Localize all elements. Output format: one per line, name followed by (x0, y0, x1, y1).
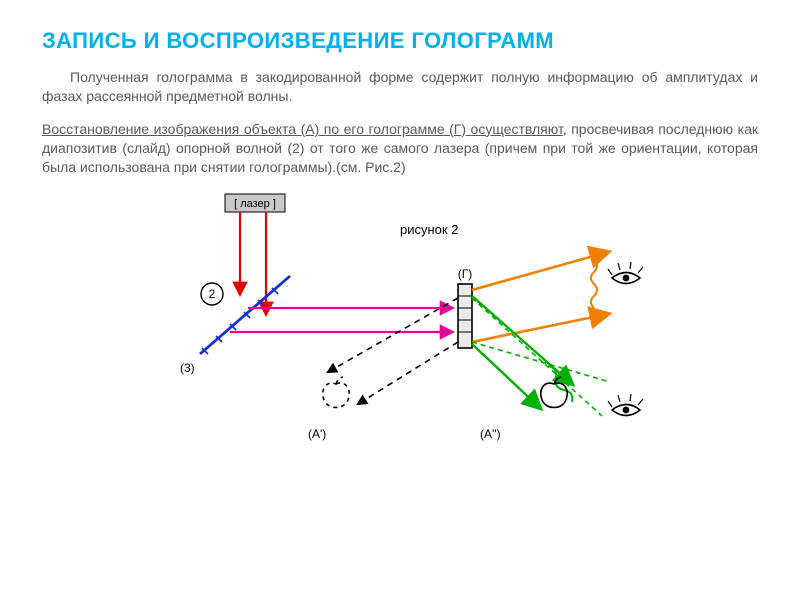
laser-box-label: [ лазер ] (234, 198, 276, 210)
eye-upper-icon (608, 262, 643, 284)
orange-wavefront (591, 260, 597, 308)
virtual-dash-top (328, 298, 458, 372)
virtual-dash-bot (358, 342, 458, 404)
ref-wave-label: 2 (209, 287, 216, 301)
diagram-caption: рисунок 2 (400, 222, 458, 237)
plate-label: (Г) (458, 267, 473, 281)
orange-ray-top (472, 252, 608, 290)
main-paragraph: Восстановление изображения объекта (А) п… (42, 120, 758, 177)
green-ray-bot (472, 344, 540, 408)
virtual-image-label: (А') (308, 427, 326, 441)
real-image-label: (А'') (480, 427, 501, 441)
real-image-shape (541, 377, 568, 408)
mirror-label: (3) (180, 361, 195, 375)
body-text: Полученная голограмма в закодированной ф… (42, 68, 758, 176)
hologram-plate (458, 284, 472, 348)
green-dash-1 (472, 298, 602, 416)
page-title: ЗАПИСЬ И ВОСПРОИЗВЕДЕНИЕ ГОЛОГРАММ (42, 28, 758, 54)
hologram-diagram: [ лазер ] (3) 2 (140, 186, 660, 486)
orange-ray-bot (472, 314, 608, 342)
intro-paragraph: Полученная голограмма в закодированной ф… (42, 68, 758, 106)
restore-link-text: Восстановление изображения объекта (А) п… (42, 121, 563, 137)
virtual-image-shape (323, 377, 350, 408)
eye-lower-icon (608, 394, 643, 416)
